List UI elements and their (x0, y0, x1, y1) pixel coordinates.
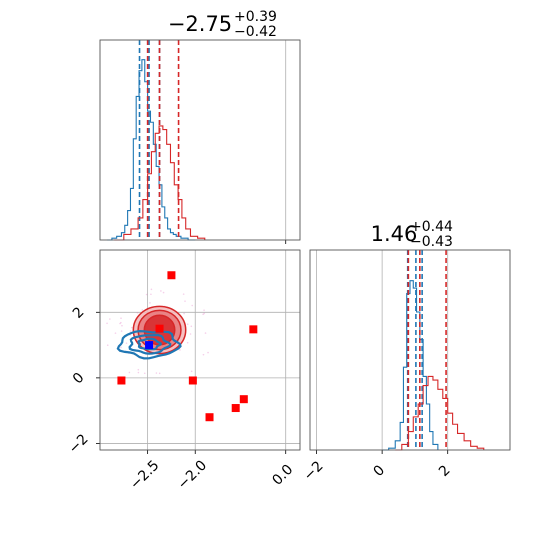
background-sample-point (203, 309, 205, 312)
panel-2-x-tick-label-2: 2 (436, 462, 454, 480)
background-sample-point (158, 372, 161, 375)
background-sample-point (202, 353, 205, 356)
background-sample-point (189, 333, 192, 335)
panel-2-title-sub: −0.43 (410, 234, 453, 250)
background-sample-point (150, 293, 152, 296)
histogram-2-series-0-line (382, 280, 439, 451)
panel-3-x-tick-label-2: 0.0 (269, 462, 296, 489)
red-square-marker-1 (155, 324, 164, 333)
background-sample-point (143, 372, 146, 375)
background-sample-point (190, 370, 193, 373)
background-sample-point (121, 324, 123, 327)
background-sample-point (184, 300, 186, 302)
red-square-marker-5 (205, 413, 214, 422)
background-sample-point (109, 318, 111, 320)
blue-contour-level-2 (137, 337, 163, 351)
blue-contour-level-0 (116, 329, 182, 360)
histogram-1-series-0-line (107, 59, 196, 241)
red-square-marker-4 (249, 325, 258, 334)
background-sample-point (207, 351, 209, 354)
blue-square-marker (145, 341, 154, 350)
joint-panel-content (106, 271, 258, 422)
panel-1-title: −2.75 (168, 12, 232, 36)
background-sample-point (106, 322, 108, 325)
panel-3-y-tick-label-0: −2 (66, 431, 92, 457)
background-sample-point (150, 288, 153, 291)
red-square-marker-6 (231, 404, 240, 413)
panel-2-title-sup: +0.44 (410, 219, 453, 235)
background-sample-point (179, 349, 181, 351)
histogram-1-series-1-line (114, 125, 206, 241)
panel-1-title-sub: −0.42 (234, 24, 277, 40)
panel-3-x-tick-label-0: −2.5 (127, 457, 162, 492)
blue-contour-level-1 (128, 333, 172, 355)
panel-2-title: 1.46 (371, 222, 418, 246)
background-sample-point (155, 372, 158, 374)
background-sample-point (191, 304, 194, 307)
panel-3-y-tick-label-1: 0 (70, 370, 88, 388)
histogram-2-series-1-line (395, 375, 485, 451)
panel-1-border (99, 39, 301, 241)
panel-2-border (309, 249, 511, 451)
panel-3-x-tick-label-1: −2.0 (175, 457, 210, 492)
background-sample-point (203, 312, 205, 315)
panel-1-title-main: −2.75 (168, 12, 232, 36)
background-sample-point (136, 312, 139, 314)
background-sample-point (120, 321, 122, 324)
histogram-2-content (382, 250, 485, 451)
background-sample-point (137, 371, 140, 374)
panel-2-x-tick-label-1: 0 (370, 462, 388, 480)
background-sample-point (202, 313, 204, 316)
background-sample-point (119, 322, 121, 325)
background-sample-point (145, 293, 148, 296)
background-sample-point (114, 332, 117, 334)
background-sample-point (183, 312, 185, 315)
red-square-marker-0 (167, 271, 176, 280)
background-sample-point (120, 330, 123, 332)
background-sample-point (204, 332, 207, 334)
background-sample-point (120, 317, 122, 320)
panel-2-x-tick-label-0: −2 (301, 458, 327, 484)
panel-2-frame (309, 249, 511, 451)
panel-1-title-sup: +0.39 (234, 9, 277, 25)
background-sample-point (186, 341, 189, 344)
background-sample-point (137, 368, 140, 371)
red-square-marker-3 (188, 376, 197, 385)
background-sample-point (125, 342, 128, 344)
red-square-marker-7 (239, 395, 248, 404)
red-square-marker-2 (117, 376, 126, 385)
background-sample-point (129, 330, 132, 332)
background-sample-point (128, 371, 131, 374)
histogram-1-content (107, 40, 206, 241)
background-sample-point (182, 293, 185, 295)
panel-3-y-tick-label-2: 2 (70, 304, 88, 322)
background-sample-point (186, 323, 189, 326)
background-sample-point (106, 344, 109, 346)
background-sample-point (162, 291, 165, 294)
background-sample-point (149, 302, 151, 304)
background-sample-point (141, 309, 144, 311)
background-sample-point (120, 346, 122, 349)
background-sample-point (160, 290, 162, 292)
panel-2-title-main: 1.46 (371, 222, 418, 246)
background-sample-point (190, 325, 193, 328)
panel-3-border (99, 249, 301, 451)
background-sample-point (131, 326, 133, 329)
marginal-histogram-panel-2: 1.46 +0.44 −0.43 (309, 219, 511, 451)
